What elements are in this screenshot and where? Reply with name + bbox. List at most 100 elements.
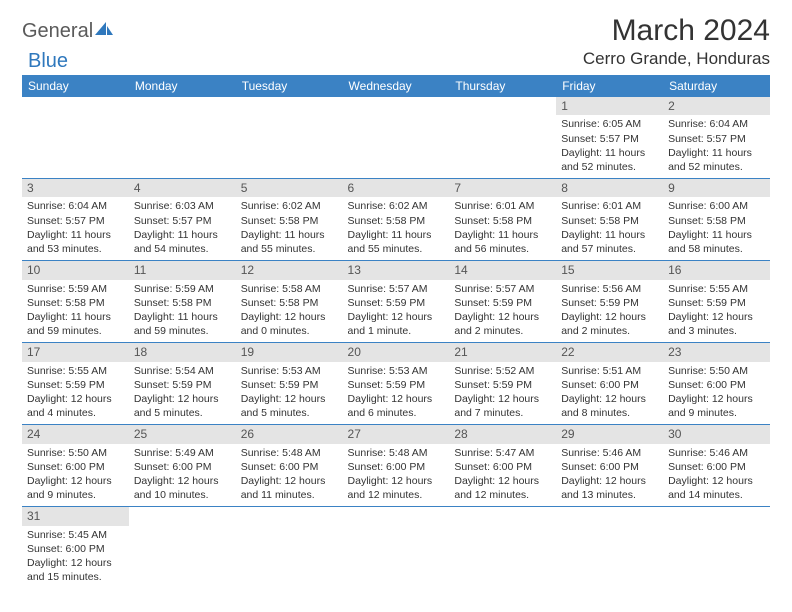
- location: Cerro Grande, Honduras: [583, 49, 770, 69]
- calendar-cell-empty: ..: [236, 97, 343, 179]
- day-number: 8: [556, 179, 663, 197]
- day-details: Sunrise: 6:01 AMSunset: 5:58 PMDaylight:…: [556, 197, 663, 260]
- day-number: 16: [663, 261, 770, 279]
- day-details: Sunrise: 5:53 AMSunset: 5:59 PMDaylight:…: [236, 362, 343, 425]
- day-details: Sunrise: 5:47 AMSunset: 6:00 PMDaylight:…: [449, 444, 556, 507]
- day-number: 7: [449, 179, 556, 197]
- day-number: 6: [343, 179, 450, 197]
- logo-sail-icon: [93, 20, 115, 43]
- calendar-cell: 26Sunrise: 5:48 AMSunset: 6:00 PMDayligh…: [236, 425, 343, 507]
- weekday-header: Monday: [129, 75, 236, 97]
- day-details: Sunrise: 5:57 AMSunset: 5:59 PMDaylight:…: [449, 280, 556, 343]
- header: General March 2024 Cerro Grande, Hondura…: [22, 14, 770, 69]
- logo: General: [22, 20, 115, 43]
- day-number: 9: [663, 179, 770, 197]
- calendar-cell: 10Sunrise: 5:59 AMSunset: 5:58 PMDayligh…: [22, 261, 129, 343]
- calendar-cell: 21Sunrise: 5:52 AMSunset: 5:59 PMDayligh…: [449, 343, 556, 425]
- calendar-row: 31Sunrise: 5:45 AMSunset: 6:00 PMDayligh…: [22, 507, 770, 589]
- day-details: Sunrise: 5:54 AMSunset: 5:59 PMDaylight:…: [129, 362, 236, 425]
- calendar-cell-empty: ..: [556, 507, 663, 589]
- day-number: 5: [236, 179, 343, 197]
- weekday-header: Saturday: [663, 75, 770, 97]
- day-details: Sunrise: 5:46 AMSunset: 6:00 PMDaylight:…: [556, 444, 663, 507]
- weekday-header-row: SundayMondayTuesdayWednesdayThursdayFrid…: [22, 75, 770, 97]
- day-details: Sunrise: 5:57 AMSunset: 5:59 PMDaylight:…: [343, 280, 450, 343]
- calendar-cell: 4Sunrise: 6:03 AMSunset: 5:57 PMDaylight…: [129, 179, 236, 261]
- weekday-header: Friday: [556, 75, 663, 97]
- day-number: 10: [22, 261, 129, 279]
- day-details: Sunrise: 5:55 AMSunset: 5:59 PMDaylight:…: [22, 362, 129, 425]
- day-details: Sunrise: 6:02 AMSunset: 5:58 PMDaylight:…: [343, 197, 450, 260]
- day-number: 30: [663, 425, 770, 443]
- day-number: 29: [556, 425, 663, 443]
- calendar-cell: 3Sunrise: 6:04 AMSunset: 5:57 PMDaylight…: [22, 179, 129, 261]
- calendar-cell: 12Sunrise: 5:58 AMSunset: 5:58 PMDayligh…: [236, 261, 343, 343]
- day-number: 15: [556, 261, 663, 279]
- calendar-cell: 22Sunrise: 5:51 AMSunset: 6:00 PMDayligh…: [556, 343, 663, 425]
- day-details: Sunrise: 5:53 AMSunset: 5:59 PMDaylight:…: [343, 362, 450, 425]
- calendar-cell: 5Sunrise: 6:02 AMSunset: 5:58 PMDaylight…: [236, 179, 343, 261]
- title-block: March 2024 Cerro Grande, Honduras: [583, 14, 770, 69]
- day-details: Sunrise: 5:45 AMSunset: 6:00 PMDaylight:…: [22, 526, 129, 589]
- calendar-cell-empty: ..: [663, 507, 770, 589]
- day-details: Sunrise: 5:51 AMSunset: 6:00 PMDaylight:…: [556, 362, 663, 425]
- calendar-cell: 16Sunrise: 5:55 AMSunset: 5:59 PMDayligh…: [663, 261, 770, 343]
- day-number: 24: [22, 425, 129, 443]
- calendar-row: ..........1Sunrise: 6:05 AMSunset: 5:57 …: [22, 97, 770, 179]
- calendar-cell-empty: ..: [343, 507, 450, 589]
- calendar-cell-empty: ..: [22, 97, 129, 179]
- day-details: Sunrise: 5:59 AMSunset: 5:58 PMDaylight:…: [129, 280, 236, 343]
- day-number: 18: [129, 343, 236, 361]
- calendar-cell: 20Sunrise: 5:53 AMSunset: 5:59 PMDayligh…: [343, 343, 450, 425]
- calendar-cell: 24Sunrise: 5:50 AMSunset: 6:00 PMDayligh…: [22, 425, 129, 507]
- day-details: Sunrise: 6:04 AMSunset: 5:57 PMDaylight:…: [663, 115, 770, 178]
- calendar-cell-empty: ..: [343, 97, 450, 179]
- weekday-header: Tuesday: [236, 75, 343, 97]
- calendar-cell: 14Sunrise: 5:57 AMSunset: 5:59 PMDayligh…: [449, 261, 556, 343]
- day-details: Sunrise: 6:02 AMSunset: 5:58 PMDaylight:…: [236, 197, 343, 260]
- calendar-cell: 7Sunrise: 6:01 AMSunset: 5:58 PMDaylight…: [449, 179, 556, 261]
- day-number: 2: [663, 97, 770, 115]
- calendar-cell: 8Sunrise: 6:01 AMSunset: 5:58 PMDaylight…: [556, 179, 663, 261]
- calendar-row: 10Sunrise: 5:59 AMSunset: 5:58 PMDayligh…: [22, 261, 770, 343]
- day-details: Sunrise: 5:55 AMSunset: 5:59 PMDaylight:…: [663, 280, 770, 343]
- day-details: Sunrise: 5:50 AMSunset: 6:00 PMDaylight:…: [22, 444, 129, 507]
- day-number: 19: [236, 343, 343, 361]
- logo-text-general: General: [22, 20, 93, 43]
- calendar-cell: 25Sunrise: 5:49 AMSunset: 6:00 PMDayligh…: [129, 425, 236, 507]
- day-details: Sunrise: 5:48 AMSunset: 6:00 PMDaylight:…: [343, 444, 450, 507]
- calendar-cell: 27Sunrise: 5:48 AMSunset: 6:00 PMDayligh…: [343, 425, 450, 507]
- day-number: 25: [129, 425, 236, 443]
- calendar-cell-empty: ..: [236, 507, 343, 589]
- weekday-header: Wednesday: [343, 75, 450, 97]
- calendar-cell: 9Sunrise: 6:00 AMSunset: 5:58 PMDaylight…: [663, 179, 770, 261]
- calendar-cell: 11Sunrise: 5:59 AMSunset: 5:58 PMDayligh…: [129, 261, 236, 343]
- calendar-cell-empty: ..: [449, 507, 556, 589]
- calendar-cell-empty: ..: [129, 507, 236, 589]
- day-number: 23: [663, 343, 770, 361]
- calendar-cell: 23Sunrise: 5:50 AMSunset: 6:00 PMDayligh…: [663, 343, 770, 425]
- calendar-cell-empty: ..: [449, 97, 556, 179]
- day-number: 11: [129, 261, 236, 279]
- calendar-table: SundayMondayTuesdayWednesdayThursdayFrid…: [22, 75, 770, 588]
- weekday-header: Sunday: [22, 75, 129, 97]
- calendar-row: 3Sunrise: 6:04 AMSunset: 5:57 PMDaylight…: [22, 179, 770, 261]
- day-details: Sunrise: 5:48 AMSunset: 6:00 PMDaylight:…: [236, 444, 343, 507]
- day-number: 26: [236, 425, 343, 443]
- calendar-cell: 1Sunrise: 6:05 AMSunset: 5:57 PMDaylight…: [556, 97, 663, 179]
- day-number: 1: [556, 97, 663, 115]
- weekday-header: Thursday: [449, 75, 556, 97]
- calendar-cell: 30Sunrise: 5:46 AMSunset: 6:00 PMDayligh…: [663, 425, 770, 507]
- page-title: March 2024: [583, 14, 770, 47]
- day-number: 14: [449, 261, 556, 279]
- day-number: 22: [556, 343, 663, 361]
- calendar-cell: 15Sunrise: 5:56 AMSunset: 5:59 PMDayligh…: [556, 261, 663, 343]
- calendar-cell: 2Sunrise: 6:04 AMSunset: 5:57 PMDaylight…: [663, 97, 770, 179]
- day-number: 27: [343, 425, 450, 443]
- day-details: Sunrise: 6:01 AMSunset: 5:58 PMDaylight:…: [449, 197, 556, 260]
- calendar-cell: 18Sunrise: 5:54 AMSunset: 5:59 PMDayligh…: [129, 343, 236, 425]
- day-details: Sunrise: 5:52 AMSunset: 5:59 PMDaylight:…: [449, 362, 556, 425]
- calendar-cell: 19Sunrise: 5:53 AMSunset: 5:59 PMDayligh…: [236, 343, 343, 425]
- day-number: 12: [236, 261, 343, 279]
- day-number: 13: [343, 261, 450, 279]
